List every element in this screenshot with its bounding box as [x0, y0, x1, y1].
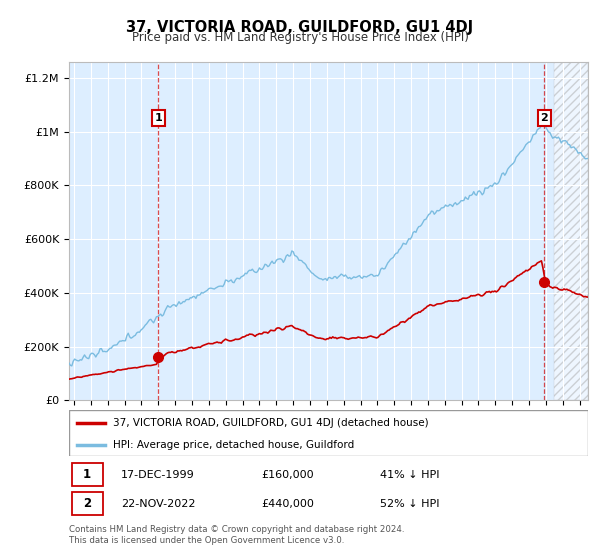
Text: HPI: Average price, detached house, Guildford: HPI: Average price, detached house, Guil…	[113, 440, 355, 450]
Text: 52% ↓ HPI: 52% ↓ HPI	[380, 499, 440, 509]
FancyBboxPatch shape	[69, 410, 588, 456]
Text: Contains HM Land Registry data © Crown copyright and database right 2024.
This d: Contains HM Land Registry data © Crown c…	[69, 525, 404, 545]
Text: 17-DEC-1999: 17-DEC-1999	[121, 470, 194, 480]
Text: Price paid vs. HM Land Registry's House Price Index (HPI): Price paid vs. HM Land Registry's House …	[131, 31, 469, 44]
FancyBboxPatch shape	[71, 463, 103, 486]
Text: 22-NOV-2022: 22-NOV-2022	[121, 499, 196, 509]
Text: 1: 1	[154, 113, 162, 123]
Bar	[554, 62, 588, 400]
Text: 1: 1	[83, 468, 91, 481]
Text: 37, VICTORIA ROAD, GUILDFORD, GU1 4DJ (detached house): 37, VICTORIA ROAD, GUILDFORD, GU1 4DJ (d…	[113, 418, 429, 428]
Text: £440,000: £440,000	[261, 499, 314, 509]
Text: £160,000: £160,000	[261, 470, 314, 480]
Text: 37, VICTORIA ROAD, GUILDFORD, GU1 4DJ: 37, VICTORIA ROAD, GUILDFORD, GU1 4DJ	[127, 20, 473, 35]
Text: 41% ↓ HPI: 41% ↓ HPI	[380, 470, 440, 480]
FancyBboxPatch shape	[71, 492, 103, 515]
Text: 2: 2	[541, 113, 548, 123]
Text: 2: 2	[83, 497, 91, 510]
